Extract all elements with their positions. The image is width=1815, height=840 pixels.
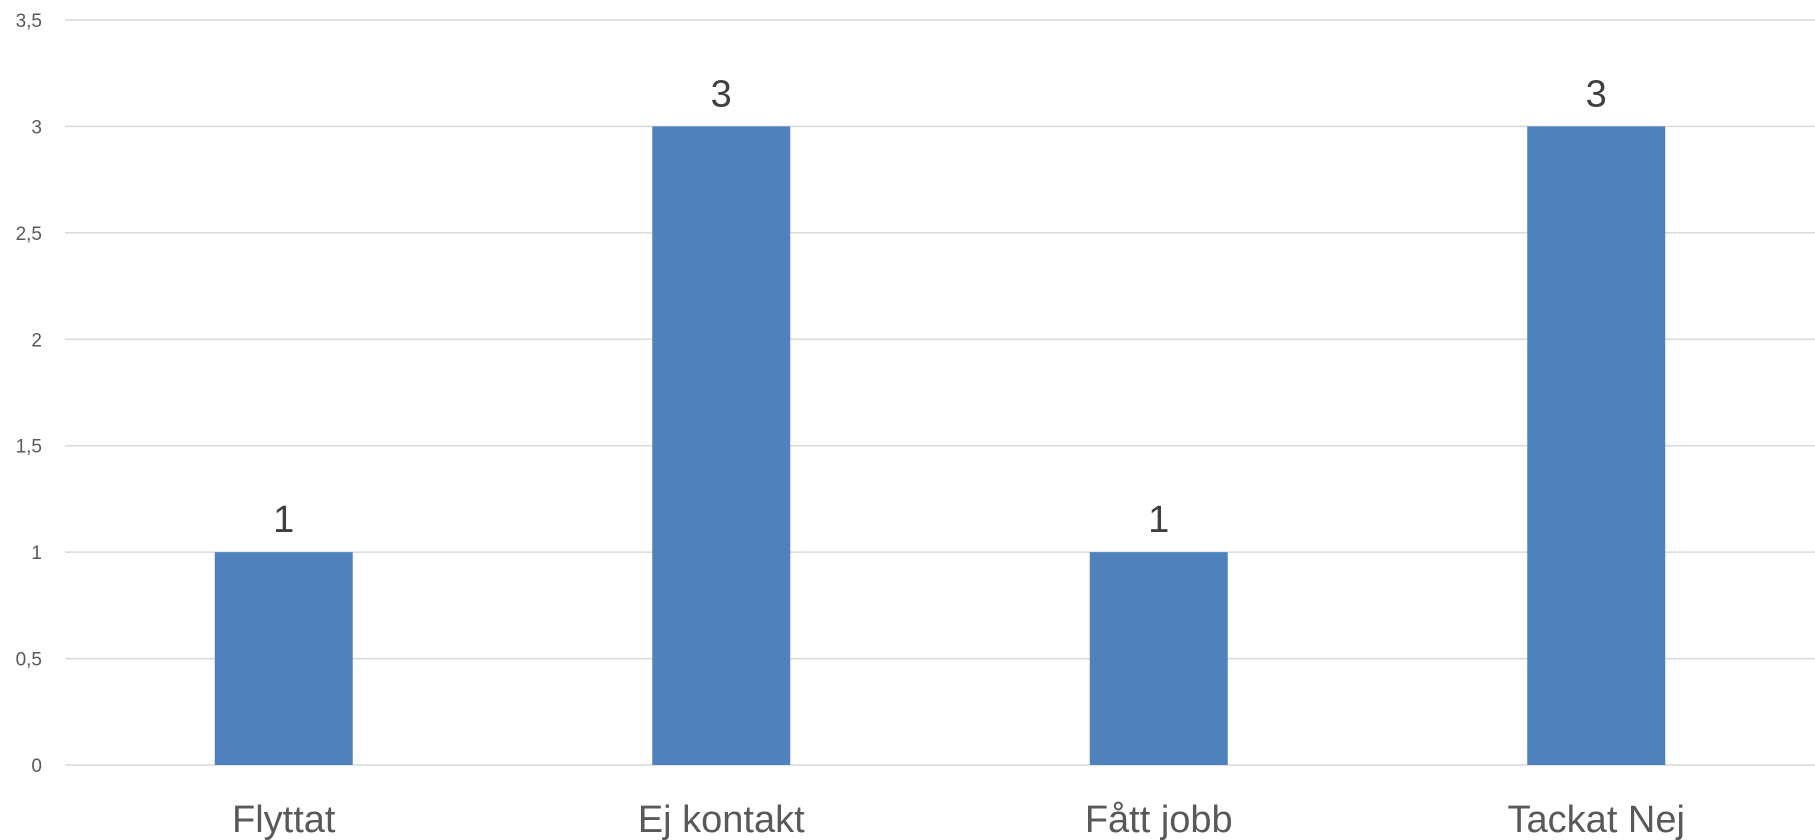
y-tick-label: 1: [31, 543, 42, 564]
data-label: 1: [1148, 499, 1169, 541]
x-tick-label: Ej kontakt: [638, 799, 805, 840]
bars: [214, 126, 1666, 765]
y-tick-label: 0,5: [16, 650, 42, 671]
data-label: 3: [1586, 73, 1607, 115]
bar: [1527, 126, 1666, 765]
x-axis-tick-labels: Flyttat Ej kontakt Fått jobb Tackat Nej: [232, 799, 1685, 840]
x-tick-label: Flyttat: [232, 799, 336, 840]
bar: [214, 552, 353, 765]
y-tick-label: 2,5: [16, 224, 42, 245]
y-tick-label: 3,5: [16, 11, 42, 32]
data-label: 3: [711, 73, 732, 115]
x-tick-label: Tackat Nej: [1508, 799, 1685, 840]
gridlines: [65, 19, 1815, 766]
bar: [1089, 552, 1228, 765]
y-tick-label: 3: [31, 117, 42, 138]
y-tick-label: 0: [31, 756, 42, 777]
data-label: 1: [273, 499, 294, 541]
data-labels: 1 3 1 3: [273, 73, 1607, 541]
bar: [652, 126, 791, 765]
x-tick-label: Fått jobb: [1085, 799, 1233, 840]
y-tick-label: 2: [31, 330, 42, 351]
y-tick-label: 1,5: [16, 437, 42, 458]
y-axis-tick-labels: 0 0,5 1 1,5 2 2,5 3 3,5: [16, 11, 42, 777]
